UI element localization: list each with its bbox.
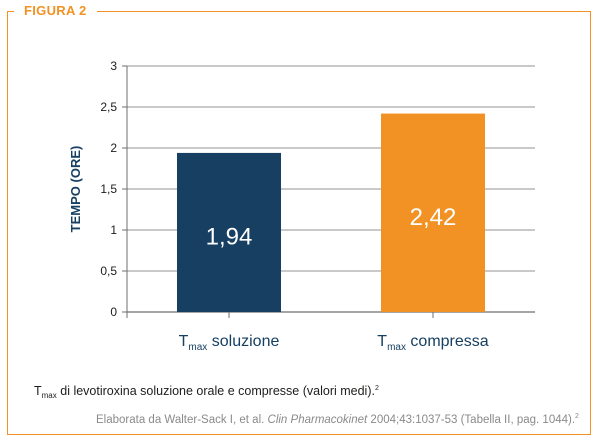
bar xyxy=(177,152,281,312)
source-reference: 2 xyxy=(575,413,579,420)
source-note: Elaborata da Walter-Sack I, et al. Clin … xyxy=(96,413,579,426)
y-tick-label: 1,5 xyxy=(100,182,117,196)
y-tick-label: 0 xyxy=(110,305,117,319)
figure-frame xyxy=(7,11,591,435)
caption-text: di levotiroxina soluzione orale e compre… xyxy=(56,384,375,398)
y-tick-label: 2,5 xyxy=(100,100,117,114)
y-tick-label: 3 xyxy=(110,59,117,73)
y-axis-title: TEMPO (ORE) xyxy=(68,146,83,233)
bar xyxy=(381,113,485,312)
bar-chart: 0 0,5 1 1,5 2 2,5 3 TEMPO (ORE) 1,94 Tmax soluzio… xyxy=(68,59,535,353)
source-suffix: 2004;43:1037-53 (Tabella II, pag. 1044). xyxy=(367,413,576,426)
caption-subscript: max xyxy=(41,391,57,400)
bar-value-label: 1,94 xyxy=(206,223,253,250)
figure-label: FIGURA 2 xyxy=(14,2,97,20)
figure-caption: Tmax di levotiroxina soluzione orale e c… xyxy=(34,384,379,400)
bar-value-label: 2,42 xyxy=(410,204,457,231)
source-prefix: Elaborata da Walter-Sack I, et al. xyxy=(96,413,268,426)
caption-reference: 2 xyxy=(374,384,379,392)
y-tick-label: 2 xyxy=(110,141,117,155)
caption-t: T xyxy=(34,384,42,398)
source-journal: Clin Pharmacokinet xyxy=(267,413,368,426)
y-tick-label: 1 xyxy=(110,223,117,237)
y-tick-label: 0,5 xyxy=(100,264,117,278)
x-category-label: Tmax compressa xyxy=(377,333,488,353)
x-category-label: Tmax soluzione xyxy=(179,333,280,353)
